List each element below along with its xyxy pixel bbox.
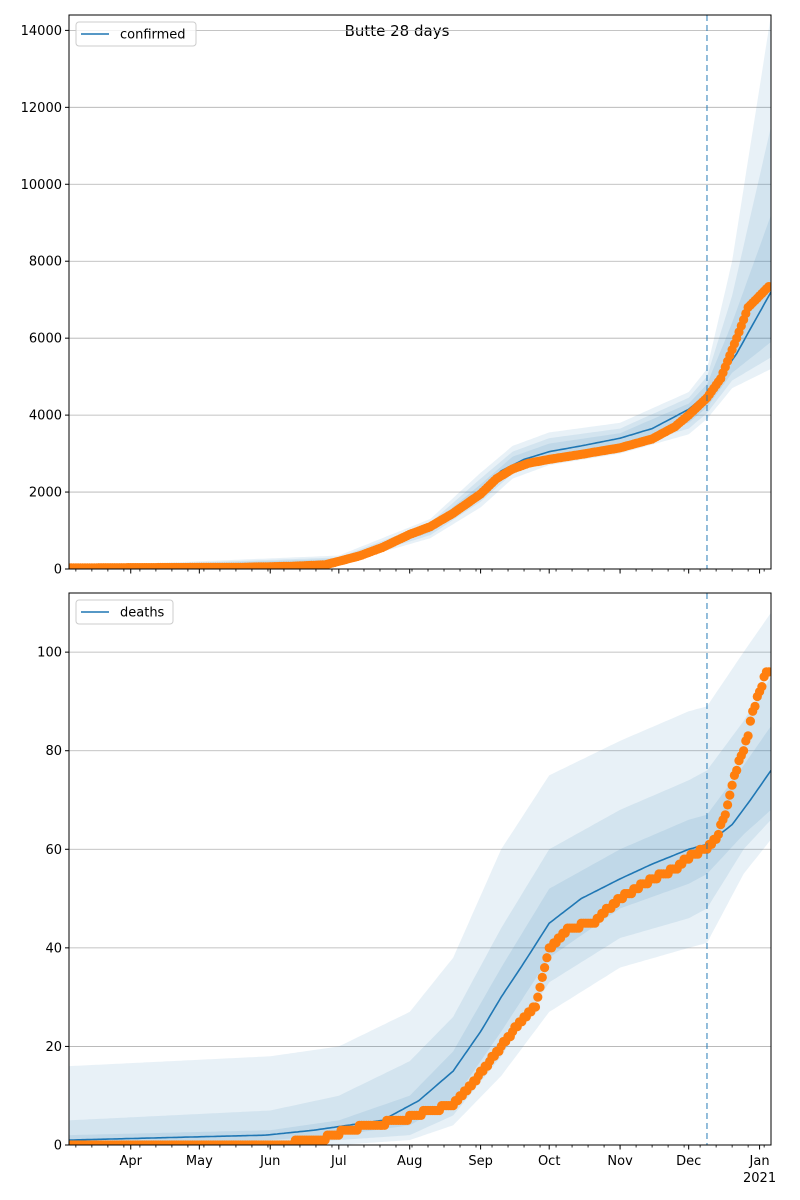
- plot-area: [69, 15, 771, 569]
- uncertainty-band-2: [69, 676, 771, 1145]
- uncertainty-band-1: [69, 15, 771, 569]
- x-tick-label: Apr: [119, 1154, 142, 1169]
- y-tick-label: 80: [45, 744, 62, 759]
- y-tick-label: 8000: [29, 255, 62, 270]
- plot-area: [69, 612, 771, 1145]
- observed-point: [723, 800, 733, 810]
- observed-point: [530, 1002, 541, 1012]
- figure-title: Butte 28 days: [345, 22, 450, 40]
- uncertainty-band-2: [69, 126, 771, 569]
- x-tick-label: Nov: [607, 1154, 633, 1169]
- observed-point: [757, 682, 767, 692]
- x-tick-label: Sep: [468, 1154, 493, 1169]
- observed-point: [535, 982, 545, 992]
- y-tick-label: 4000: [29, 409, 62, 424]
- y-tick-label: 12000: [21, 101, 62, 116]
- x-tick-label: Jul: [330, 1154, 347, 1169]
- series-line-deaths: [69, 769, 771, 1141]
- x-tick-label: Jan: [749, 1154, 770, 1169]
- y-tick-label: 14000: [21, 24, 62, 39]
- uncertainty-band-3: [69, 215, 771, 569]
- confirmed-panel: 0 2000 4000 6000 8000 10000 12000 14000 confirme…: [21, 14, 772, 578]
- y-tick-label: 6000: [29, 332, 62, 347]
- axes-frame: [68, 14, 772, 570]
- y-tick-label: 0: [54, 563, 62, 578]
- observed-point: [743, 731, 753, 741]
- y-tick-label: 100: [37, 646, 62, 661]
- x-tick-label: Dec: [676, 1154, 701, 1169]
- observed-point: [745, 716, 756, 726]
- y-tick-label: 20: [45, 1040, 62, 1055]
- axes-frame: [68, 592, 772, 1146]
- legend-label: deaths: [120, 606, 165, 621]
- x-tick-label: May: [186, 1154, 213, 1169]
- observed-point: [540, 963, 550, 973]
- observed-point: [764, 282, 771, 292]
- x-tick-label: Jun: [259, 1154, 280, 1169]
- observed-point: [713, 829, 724, 840]
- observed-point: [732, 765, 742, 776]
- legend-label: confirmed: [120, 28, 186, 43]
- legend: confirmed: [75, 21, 197, 47]
- legend-box: [75, 21, 197, 47]
- x-tick-label: Oct: [538, 1154, 560, 1169]
- observed-point: [725, 790, 735, 800]
- observed-point: [764, 667, 771, 677]
- y-tick-label: 10000: [21, 178, 62, 193]
- observed-point: [739, 746, 749, 756]
- observed-points: [69, 667, 771, 1145]
- observed-point: [542, 953, 552, 963]
- y-tick-label: 2000: [29, 486, 62, 501]
- legend: deaths: [75, 599, 174, 625]
- observed-point: [533, 992, 543, 1002]
- y-tick-label: 60: [45, 843, 62, 858]
- x-year-label: 2021: [743, 1171, 776, 1186]
- observed-point: [537, 972, 547, 983]
- observed-point: [720, 810, 730, 820]
- y-tick-label: 0: [54, 1139, 62, 1154]
- y-tick-label: 40: [45, 941, 62, 956]
- uncertainty-band-1: [69, 612, 771, 1145]
- observed-points: [69, 282, 771, 569]
- deaths-panel: 0 20 40 60 80 100 Apr May Jun Jul Aug Sep Oct Nov Dec J…: [37, 592, 776, 1186]
- observed-point: [750, 701, 760, 712]
- x-tick-label: Aug: [397, 1154, 422, 1169]
- legend-box: [75, 599, 174, 625]
- observed-point: [727, 780, 737, 790]
